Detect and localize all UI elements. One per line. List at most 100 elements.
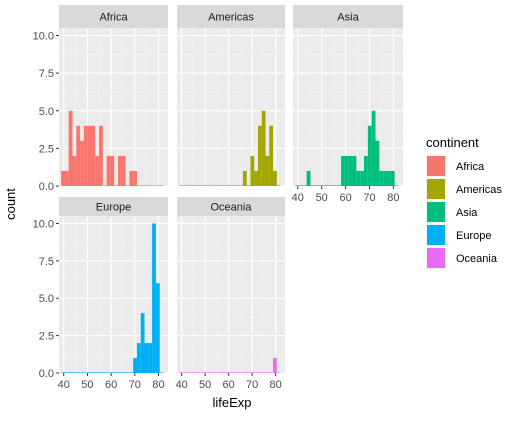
histogram-bar <box>276 185 281 186</box>
legend: continent Africa Americas Asia Europe Oceani… <box>426 135 502 269</box>
histogram-bar <box>379 170 384 186</box>
histogram-bar <box>64 372 69 373</box>
facet-strip <box>59 5 168 28</box>
histogram-bar <box>265 372 270 373</box>
facet-americas: Americas <box>177 5 285 187</box>
legend-swatch <box>427 179 445 199</box>
histogram-bar <box>197 372 202 373</box>
legend-swatch <box>427 225 445 245</box>
histogram-bar <box>68 372 73 373</box>
facet-strip-label: Americas <box>208 12 254 24</box>
histogram-bar <box>295 185 299 186</box>
histogram-bar <box>125 185 130 186</box>
x-tick-label: 60 <box>105 379 117 391</box>
histogram-bar <box>352 155 357 186</box>
histogram-bar <box>61 170 65 186</box>
histogram-bar <box>235 185 240 186</box>
histogram-bar <box>273 358 277 373</box>
histogram-bar <box>356 170 361 186</box>
histogram-bar <box>242 170 247 186</box>
histogram-bar <box>254 170 258 186</box>
histogram-bar <box>121 372 126 373</box>
histogram-bar <box>314 185 319 186</box>
histogram-bar <box>242 372 247 373</box>
y-tick-label: 7.5 <box>39 256 54 268</box>
histogram-bar <box>72 372 77 373</box>
histogram-bar <box>102 185 107 186</box>
histogram-bar <box>182 372 187 373</box>
histogram-bar <box>118 155 122 186</box>
facet-strip <box>59 197 168 216</box>
x-tick-label: 60 <box>223 379 235 391</box>
facet-strip-label: Africa <box>99 12 128 24</box>
histogram-bar <box>64 170 69 186</box>
histogram-bar <box>318 185 322 186</box>
histogram-bar <box>201 185 206 186</box>
histogram-bar <box>276 372 281 373</box>
legend-title: continent <box>426 135 479 150</box>
histogram-bar <box>148 185 153 186</box>
legend-label: Oceania <box>456 253 498 265</box>
facet-oceania: Oceania 40 50 60 70 80 <box>176 197 285 391</box>
histogram-bar <box>148 343 153 373</box>
y-tick-label: 10.0 <box>33 31 54 43</box>
histogram-bar <box>227 372 232 373</box>
histogram-bar <box>386 170 391 186</box>
histogram-bar <box>106 155 111 186</box>
histogram-bar <box>250 372 255 373</box>
histogram-bar <box>306 170 311 186</box>
x-tick-label: 40 <box>176 379 188 391</box>
histogram-bar <box>186 185 191 186</box>
histogram-bar <box>329 185 334 186</box>
y-tick-label: 5.0 <box>39 293 54 305</box>
histogram-bar <box>321 185 326 186</box>
legend-item-americas: Americas <box>426 178 502 200</box>
histogram-bar <box>121 155 126 186</box>
histogram-bar <box>155 185 160 186</box>
histogram-bar <box>110 155 115 186</box>
x-tick-label: 80 <box>269 379 281 391</box>
histogram-bar <box>224 372 228 373</box>
y-tick-label: 0.0 <box>39 181 54 193</box>
histogram-bar <box>265 155 270 186</box>
y-tick-label: 7.5 <box>39 68 54 80</box>
histogram-bar <box>110 372 115 373</box>
histogram-bar <box>99 372 103 373</box>
histogram-bar <box>201 372 206 373</box>
histogram-bar <box>72 155 77 186</box>
histogram-bar <box>209 185 213 186</box>
histogram-bar <box>205 185 210 186</box>
histogram-bar <box>179 185 183 186</box>
histogram-bar <box>125 372 130 373</box>
histogram-bar <box>114 372 119 373</box>
histogram-bar <box>159 185 164 186</box>
facet-strip <box>177 5 285 28</box>
histogram-bar <box>344 155 349 186</box>
histogram-bar <box>83 372 88 373</box>
facet-strip-label: Asia <box>337 12 359 24</box>
histogram-bar <box>231 372 236 373</box>
histogram-bar <box>325 185 330 186</box>
histogram-bar <box>68 110 73 186</box>
histogram-bar <box>95 155 100 186</box>
histogram-bar <box>375 140 380 186</box>
histogram-bar <box>310 185 315 186</box>
histogram-bar <box>133 170 137 186</box>
histogram-bar <box>205 372 210 373</box>
facet-africa: Africa 0.0 2.5 5.0 7.5 10.0 <box>33 5 168 193</box>
histogram-bar <box>261 372 266 373</box>
histogram-bar <box>364 155 368 186</box>
histogram-bar <box>87 125 92 186</box>
histogram-bar <box>102 372 107 373</box>
histogram-bar <box>254 372 258 373</box>
y-tick-label: 5.0 <box>39 106 54 118</box>
histogram-bar <box>114 185 119 186</box>
legend-item-asia: Asia <box>426 201 478 223</box>
histogram-bar <box>152 185 156 186</box>
y-axis-title: count <box>3 188 18 220</box>
facet-strip-label: Europe <box>96 202 131 214</box>
histogram-bar <box>80 140 84 186</box>
histogram-bar <box>140 185 145 186</box>
histogram-bar <box>298 185 303 186</box>
histogram-bar <box>367 125 372 186</box>
